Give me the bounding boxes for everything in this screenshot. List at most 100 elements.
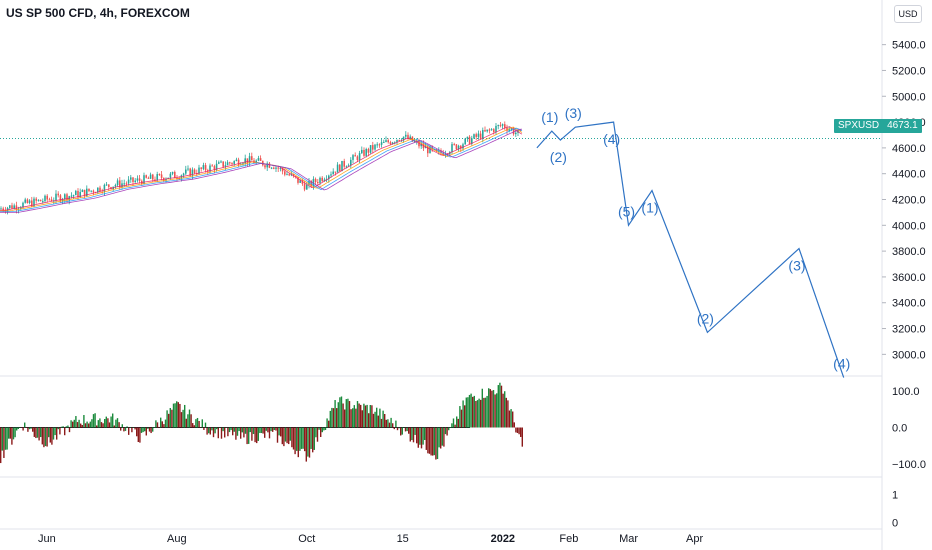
time-tick-label: Aug [167, 533, 187, 545]
oscillator-bar [436, 427, 439, 459]
candle-body [510, 128, 513, 130]
oscillator-bar [251, 427, 253, 441]
candle-body [189, 168, 191, 176]
candle-body [83, 189, 86, 197]
candle-body [61, 199, 64, 202]
candle-body [169, 173, 172, 178]
oscillator-bar [462, 400, 464, 428]
candle-body [86, 188, 88, 197]
oscillator-bar [481, 388, 483, 428]
candle-body [330, 174, 332, 176]
oscillator-bar [16, 427, 18, 431]
time-tick-label: 15 [397, 533, 409, 545]
candle-body [279, 168, 282, 170]
oscillator-bar [163, 424, 165, 428]
candle-body [237, 159, 240, 166]
wave-projection-line[interactable] [536, 121, 845, 378]
oscillator-bar [342, 403, 344, 428]
candle-body [130, 177, 132, 180]
oscillator-bar [201, 419, 203, 428]
candle-body [499, 125, 502, 127]
oscillator-bar [377, 415, 379, 428]
candle-body [493, 129, 495, 133]
time-tick-label: Mar [619, 533, 638, 545]
candle-body [114, 185, 117, 187]
oscillator-bar [393, 427, 395, 430]
oscillator-bar [296, 427, 298, 451]
candle-body [235, 159, 238, 162]
oscillator-bar [408, 427, 410, 434]
candle-body [389, 142, 392, 145]
candle-body [512, 128, 515, 135]
oscillator-bar [292, 427, 295, 450]
oscillator-bar [264, 427, 266, 438]
currency-button[interactable]: USD [894, 5, 922, 23]
candle-body [11, 205, 13, 209]
oscillator-bar [505, 397, 507, 428]
candle-body [266, 163, 268, 168]
oscillator-bar [136, 427, 138, 437]
oscillator-bar [232, 427, 234, 436]
time-tick-label: Jun [38, 533, 56, 545]
oscillator-bar [198, 420, 200, 428]
oscillator-bar [304, 427, 306, 452]
candle-body [286, 174, 288, 176]
candle-body [484, 130, 486, 132]
oscillator-bar [267, 427, 269, 433]
oscillator-bar [214, 427, 216, 434]
oscillator-bar [409, 427, 411, 442]
price-tag-value: 4673.1 [887, 120, 918, 131]
oscillator-bar [187, 414, 189, 428]
candle-body [508, 129, 510, 131]
time-axis[interactable]: Jun Aug Oct 15 2022 Feb Mar Apr [38, 533, 703, 545]
candle-body [460, 145, 462, 149]
candle-body [108, 184, 110, 188]
oscillator-bar [148, 427, 151, 432]
oscillator-bar [371, 405, 373, 428]
oscillator-bar [467, 397, 469, 428]
candle-body [383, 141, 385, 143]
oscillator-bar [75, 416, 77, 428]
candle-body [429, 146, 431, 154]
oscillator-bar [376, 407, 378, 428]
oscillator-bar [38, 427, 40, 441]
oscillator-bar [496, 393, 498, 428]
candle-body [486, 129, 488, 132]
candle-body [259, 158, 262, 161]
oscillator-bar [132, 427, 135, 428]
candle-body [343, 160, 345, 167]
oscillator-bar [396, 427, 399, 431]
oscillator-panel[interactable] [0, 382, 523, 464]
oscillator-bar [380, 418, 383, 428]
candle-body [464, 138, 466, 145]
oscillator-bar [280, 427, 282, 437]
candle-body [66, 194, 68, 201]
oscillator-bar [3, 427, 5, 458]
candle-body [497, 125, 499, 127]
wave-label: (1) [541, 109, 558, 125]
candle-body [77, 190, 79, 198]
candle-body [20, 207, 22, 209]
price-tick-label: 4400.0 [892, 169, 926, 181]
candle-body [70, 195, 73, 197]
oscillator-bar [454, 424, 456, 428]
price-tick-label: 4000.0 [892, 220, 926, 232]
candle-body [462, 144, 464, 149]
candle-body [471, 138, 473, 144]
oscillator-bar [297, 427, 299, 458]
candle-body [123, 183, 125, 185]
oscillator-bar [400, 427, 402, 436]
price-tick-label: 3600.0 [892, 272, 926, 284]
price-panel[interactable]: (1) (2) (3) (4) (5) (1) (2) (3) (4) [0, 105, 882, 378]
oscillator-bar [348, 401, 351, 428]
oscillator-bar [27, 427, 29, 432]
candle-body [99, 187, 101, 192]
oscillator-tick-label: 0.0 [892, 423, 907, 435]
oscillator-bar [316, 427, 319, 442]
price-axis[interactable]: 5400.05200.05000.04800.04600.04400.04200… [882, 40, 926, 530]
candle-body [9, 205, 11, 208]
candle-body [42, 201, 44, 203]
oscillator-bar [321, 427, 323, 433]
oscillator-bar [276, 427, 279, 443]
